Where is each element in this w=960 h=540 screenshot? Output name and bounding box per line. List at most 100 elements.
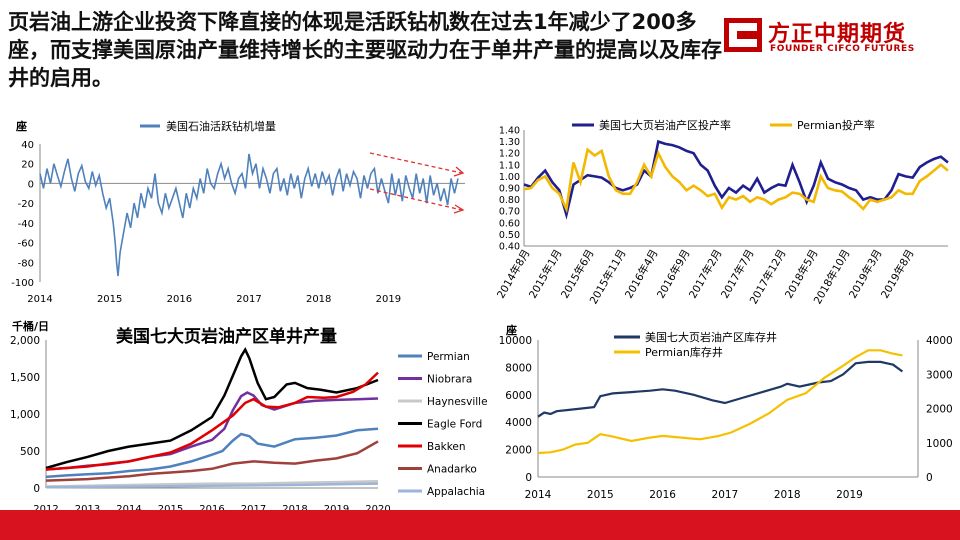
x-tick-label: 2018 <box>306 294 331 305</box>
y-tick-label: -40 <box>18 219 34 230</box>
x-tick-label: 2018 <box>774 489 801 501</box>
series-line-seven-regions-duc <box>537 360 904 418</box>
y-tick-label: 1.10 <box>499 160 520 171</box>
x-tick-label: 2018年5月 <box>782 247 820 301</box>
x-tick-label: 2019年8月 <box>878 247 916 301</box>
x-tick-label: 2014 <box>116 504 141 510</box>
x-tick-label: 2017年7月 <box>718 247 756 301</box>
chart-title: 美国七大页岩油产区单井产量 <box>116 326 337 347</box>
legend-label: Permian <box>427 351 470 363</box>
legend-label: Anadarko <box>427 464 477 476</box>
x-tick-label: 2016 <box>199 504 224 510</box>
x-tick-label: 2019 <box>836 489 863 501</box>
y-axis-unit: 座 <box>15 119 27 133</box>
y-tick-label: 8000 <box>505 362 532 374</box>
y2-tick-label: 4000 <box>926 335 953 347</box>
series-line-bakken <box>45 371 379 471</box>
y-tick-label: 10000 <box>499 335 532 347</box>
series-line-rig-change <box>39 153 459 277</box>
y-tick-label: -80 <box>18 258 34 269</box>
y-tick-label: 1.30 <box>499 137 520 148</box>
y-tick-label: -20 <box>18 199 34 210</box>
y-tick-label: 2,000 <box>10 335 40 347</box>
x-tick-label: 2016 <box>167 294 192 305</box>
duc-wells-chart: 10000 8000 6000 4000 2000 0 4000 3000 2000 1000 0 2… <box>490 320 960 510</box>
logo-text-en: FOUNDER CIFCO FUTURES <box>770 44 915 54</box>
trend-arrowhead-lower <box>453 204 465 214</box>
y-tick-label: -100 <box>11 278 34 289</box>
y-tick-label: 1.00 <box>499 172 520 183</box>
series-line-permian <box>45 427 379 479</box>
x-tick-label: 2015年1月 <box>526 247 564 301</box>
x-tick-label: 2015年6月 <box>558 247 596 301</box>
x-tick-label: 2015 <box>587 489 614 501</box>
y-tick-label: 1.40 <box>499 126 520 137</box>
y-tick-label: 0 <box>33 483 40 495</box>
x-tick-label: 2017 <box>236 294 261 305</box>
logo-text-cn: 方正中期期货 <box>768 22 907 47</box>
x-tick-label: 2017年2月 <box>686 247 724 301</box>
company-logo: 方正中期期货 FOUNDER CIFCO FUTURES <box>724 16 954 60</box>
x-tick-label: 2018 <box>282 504 307 510</box>
y2-tick-label: 3000 <box>926 369 953 381</box>
x-tick-label: 2016年9月 <box>654 247 692 301</box>
series-line-anadarko <box>45 440 379 482</box>
y-tick-label: 0.90 <box>499 184 520 195</box>
y2-tick-label: 1000 <box>926 438 953 450</box>
y-tick-label: 2000 <box>505 445 532 457</box>
y-tick-label: 0 <box>525 472 532 484</box>
legend-label: 美国七大页岩油产区投产率 <box>599 118 731 132</box>
legend-label: Haynesville <box>427 396 488 408</box>
trend-arrowhead-upper <box>453 166 465 177</box>
well-output-chart: 2,000 1,500 1,000 500 0 2012 2013 2014 2015 2016 2… <box>0 320 500 510</box>
y2-tick-label: 0 <box>926 472 933 484</box>
y-tick-label: 0.70 <box>499 207 520 218</box>
y-tick-label: 20 <box>21 160 34 171</box>
y-tick-label: 1.20 <box>499 149 520 160</box>
y-axis-unit: 座 <box>505 323 517 337</box>
y-tick-label: 0.80 <box>499 195 520 206</box>
legend-label: 美国七大页岩油产区库存井 <box>645 330 777 344</box>
x-tick-label: 2017 <box>712 489 739 501</box>
y-tick-label: 40 <box>21 140 34 151</box>
trend-arrow-upper <box>369 152 463 174</box>
x-tick-label: 2016 <box>649 489 676 501</box>
trend-arrow-lower <box>369 188 463 211</box>
y-tick-label: 500 <box>20 446 40 458</box>
rig-productivity-chart: 1.40 1.30 1.20 1.10 1.00 0.90 0.80 0.70 0.60 0.50… <box>480 116 960 316</box>
headline: 页岩油上游企业投资下降直接的体现是活跃钻机数在过去1年减少了200多座，而支撑美… <box>8 10 722 90</box>
series-line-eagle-ford <box>45 346 379 470</box>
series-line-permian-duc <box>537 349 903 455</box>
y-tick-label: 0.50 <box>499 230 520 241</box>
x-tick-label: 2020 <box>365 504 390 510</box>
x-tick-label: 2013 <box>75 504 100 510</box>
legend-label: Bakken <box>427 441 466 453</box>
x-tick-label: 2014 <box>525 489 552 501</box>
x-tick-label: 2012 <box>33 504 58 510</box>
legend-label: Niobrara <box>427 374 472 386</box>
x-tick-label: 2016年4月 <box>622 247 660 301</box>
legend-label: Eagle Ford <box>427 419 482 431</box>
series-line-seven-regions <box>523 139 949 220</box>
y-tick-label: 0.40 <box>499 242 520 253</box>
series-line-permian <box>523 147 949 214</box>
y-tick-label: 6000 <box>505 390 532 402</box>
y-tick-label: 1,000 <box>10 409 40 421</box>
y2-tick-label: 2000 <box>926 404 953 416</box>
y-tick-label: 4000 <box>505 417 532 429</box>
legend-label: Appalachia <box>427 486 485 498</box>
x-tick-label: 2014年8月 <box>494 247 532 301</box>
legend-label: Permian投产率 <box>797 118 875 132</box>
x-tick-label: 2019 <box>376 294 401 305</box>
y-axis-unit: 千桶/日 <box>12 320 49 333</box>
legend-label: Permian库存井 <box>645 345 723 359</box>
x-tick-label: 2014 <box>27 294 52 305</box>
y-tick-label: -60 <box>18 239 34 250</box>
y-tick-label: 0.60 <box>499 218 520 229</box>
legend-label: 美国石油活跃钻机增量 <box>166 119 276 133</box>
series-line-appalachia <box>45 482 379 489</box>
x-tick-label: 2019 <box>324 504 349 510</box>
x-tick-label: 2019年3月 <box>846 247 884 301</box>
x-tick-label: 2015 <box>158 504 183 510</box>
footer-bar <box>0 510 960 540</box>
